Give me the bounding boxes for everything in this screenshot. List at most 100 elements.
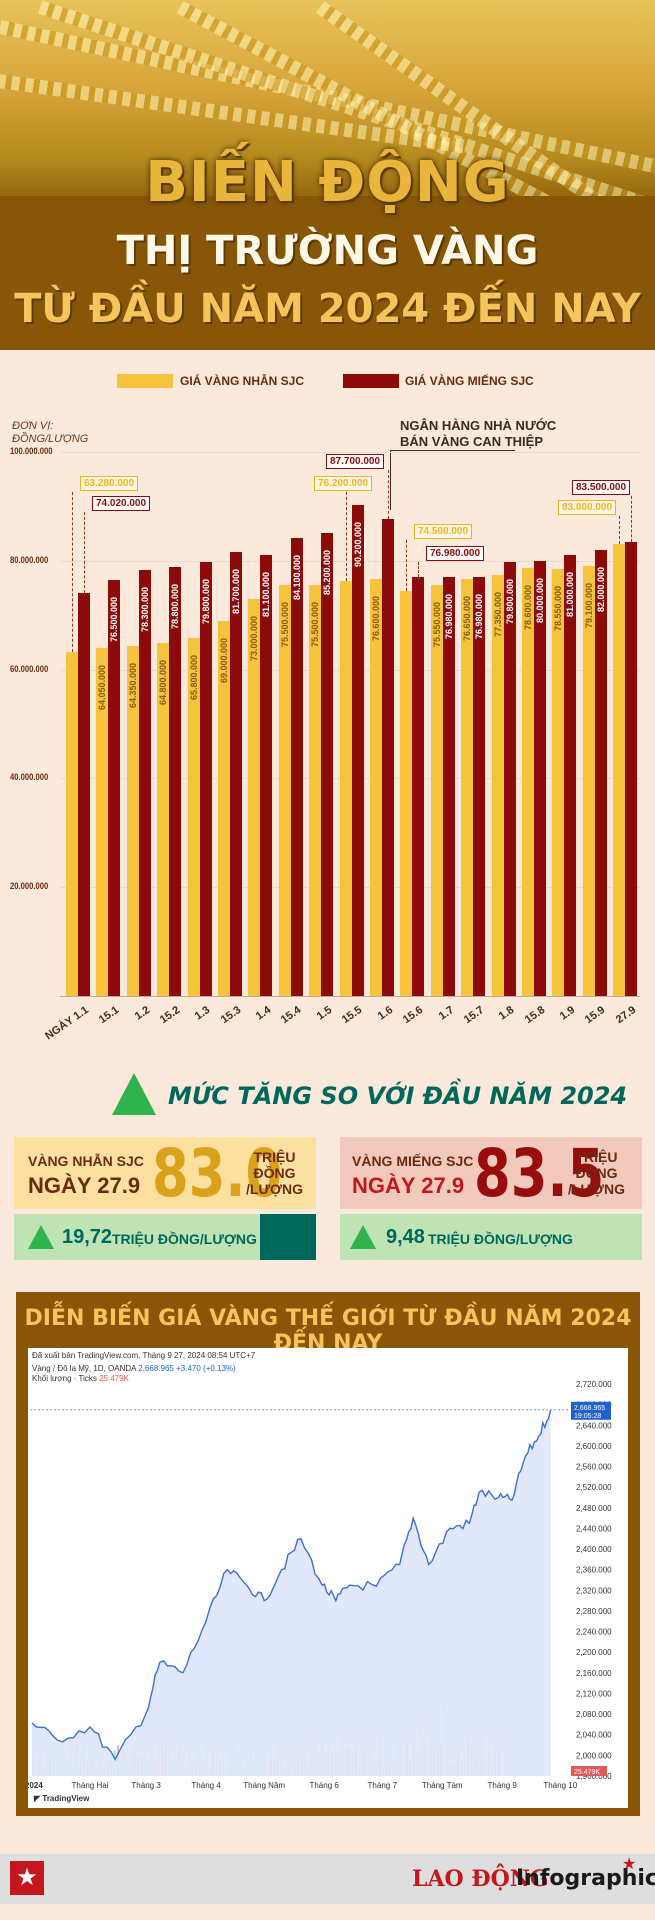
bar-bar-16 — [564, 555, 577, 996]
bar-unit-3: /LƯỢNG — [568, 1181, 625, 1197]
bar-bar-value-label: 90.200.000 — [352, 522, 363, 568]
x-category-label: 15.7 — [461, 1004, 487, 1027]
domestic-gold-bar-chart: 100.000.000 80.000.000 60.000.000 40.000.00… — [0, 440, 655, 1042]
bar-unit-1: TRIỆU — [575, 1149, 618, 1165]
bar-bar-value-label: 85.200.000 — [322, 549, 333, 595]
bar-bar-14 — [503, 561, 516, 996]
x-category-label: 15.4 — [279, 1004, 304, 1027]
y-tick-label: 2,600.000 — [576, 1442, 612, 1451]
callout-leader — [418, 562, 420, 578]
bar-ring-16 — [552, 568, 565, 996]
note-underline — [390, 450, 515, 451]
price-area — [31, 1409, 551, 1776]
bar-ring-value-label: 64.350.000 — [127, 662, 138, 708]
bar-card-value: 83.5 — [474, 1135, 605, 1212]
footer-brand-infographic: Infographic — [516, 1866, 655, 1891]
tv-symbol-change: +3.470 (+0.13%) — [176, 1364, 236, 1373]
bar-ring-value-label: 73.000.000 — [249, 615, 260, 661]
legend-swatch-bar — [343, 374, 399, 388]
y-tick-label: 2,200.000 — [576, 1648, 612, 1657]
ring-unit-1: TRIỆU — [253, 1149, 296, 1165]
callout-leader — [72, 492, 73, 652]
note-line-1: NGÂN HÀNG NHÀ NƯỚC — [400, 418, 557, 433]
ring-increase-block — [260, 1214, 316, 1260]
bar-ring-5 — [218, 620, 230, 996]
last-price-time: 19:05:28 — [574, 1413, 601, 1420]
note-leader — [390, 450, 391, 510]
world-chart-panel: Đã xuất bản TradingView.com, Tháng 9 27,… — [28, 1348, 628, 1808]
legend-label-bar: GIÁ VÀNG MIẾNG SJC — [405, 374, 534, 388]
y-tick-label: 2,720.000 — [576, 1380, 612, 1389]
ring-increase-value: 19,72 — [62, 1226, 113, 1248]
bar-bar-value-label: 76.980.000 — [474, 594, 485, 640]
ring-unit-2: ĐỒNG — [253, 1165, 296, 1181]
callout-box: 87.700.000 — [326, 454, 385, 469]
callout-leader — [345, 492, 347, 582]
bar-increase-value: 9,48 — [386, 1226, 425, 1248]
y-tick-label: 1,960.000 — [576, 1772, 612, 1781]
x-category-label: 15.9 — [583, 1004, 608, 1027]
bar-ring-4 — [187, 638, 200, 996]
bar-ring-value-label: 77.350.000 — [492, 592, 503, 638]
unit-label: ĐƠN VỊ: ĐỒNG/LƯỢNG — [12, 420, 89, 445]
y-tick-label: 2,120.000 — [576, 1689, 612, 1698]
x-category-label: 1.7 — [436, 1004, 456, 1023]
x-tick-label: Tháng 6 — [309, 1781, 339, 1790]
x-category-label: 1.4 — [253, 1004, 274, 1023]
y-tick-label: 2,280.000 — [576, 1607, 612, 1616]
ring-card-value: 83.0 — [152, 1135, 283, 1212]
ring-increase-unit: TRIỆU ĐỒNG/LƯỢNG — [112, 1231, 257, 1247]
y-tick-label: 2,520.000 — [576, 1483, 612, 1492]
title-line-1: BIẾN ĐỘNG — [145, 150, 510, 215]
price-line — [31, 1409, 552, 1762]
increase-heading: MỨC TĂNG SO VỚI ĐẦU NĂM 2024 — [168, 1082, 628, 1110]
bar-bar-0 — [78, 593, 90, 996]
bar-ring-12 — [430, 585, 443, 996]
bar-bar-9 — [351, 505, 364, 996]
x-tick-label: Tháng 7 — [368, 1781, 398, 1790]
bar-bar-15 — [534, 560, 546, 996]
bar-ring-17 — [582, 565, 595, 996]
bar-bar-value-label: 76.500.000 — [109, 596, 120, 642]
x-axis-baseline — [60, 996, 640, 997]
callout-box: 83.500.000 — [572, 480, 631, 495]
note-line-2: BÁN VÀNG CAN THIỆP — [400, 434, 544, 449]
bar-ring-3 — [157, 643, 170, 996]
y-tick-label: 2,080.000 — [576, 1710, 612, 1719]
y-tick-label: 2,040.000 — [576, 1731, 612, 1740]
y-gridline — [60, 560, 640, 562]
bar-ring-0 — [66, 651, 78, 996]
bar-bar-4 — [199, 561, 212, 996]
x-tick-label: Tháng Năm — [243, 1781, 285, 1790]
x-tick-label: Tháng 4 — [191, 1781, 221, 1790]
callout-leader — [619, 516, 621, 545]
bar-up-icon — [350, 1225, 376, 1249]
callout-leader — [406, 540, 408, 591]
bar-ring-value-label: 75.550.000 — [431, 601, 442, 647]
y-tick-label: 2,240.000 — [576, 1628, 612, 1637]
callout-box: 76.980.000 — [426, 546, 485, 561]
tv-logo-text: TradingView — [42, 1794, 90, 1803]
y-tick-label: 2,480.000 — [576, 1504, 612, 1513]
bar-bar-7 — [290, 538, 303, 996]
tv-symbol: Vàng / Đô la Mỹ, 1D, OANDA 2,668.965 +3.… — [32, 1364, 236, 1373]
x-category-label: 15.2 — [157, 1004, 183, 1027]
bar-ring-15 — [522, 568, 534, 996]
volume-tag — [571, 1766, 607, 1776]
bar-bar-3 — [169, 567, 182, 996]
title-line-3: TỪ ĐẦU NĂM 2024 ĐẾN NAY — [14, 286, 641, 332]
bar-increase-unit: TRIỆU ĐỒNG/LƯỢNG — [428, 1231, 573, 1247]
x-category-label: 1.6 — [375, 1004, 395, 1023]
bar-ring-value-label: 76.650.000 — [462, 595, 473, 642]
x-category-label: 1.3 — [193, 1004, 213, 1023]
bar-bar-18 — [625, 541, 638, 996]
footer-star-icon: ★ — [622, 1856, 637, 1873]
bar-bar-2 — [138, 570, 151, 996]
y-tick-label: 2,160.000 — [576, 1669, 612, 1678]
ring-unit-3: /LƯỢNG — [246, 1181, 303, 1197]
bar-card-date: NGÀY 27.9 — [352, 1173, 465, 1198]
x-tick-label: Tháng Tám — [422, 1781, 463, 1790]
y-tick-label: 60.000.000 — [10, 663, 49, 674]
bar-ring-7 — [278, 585, 291, 996]
callout-box: 76.200.000 — [314, 476, 373, 491]
